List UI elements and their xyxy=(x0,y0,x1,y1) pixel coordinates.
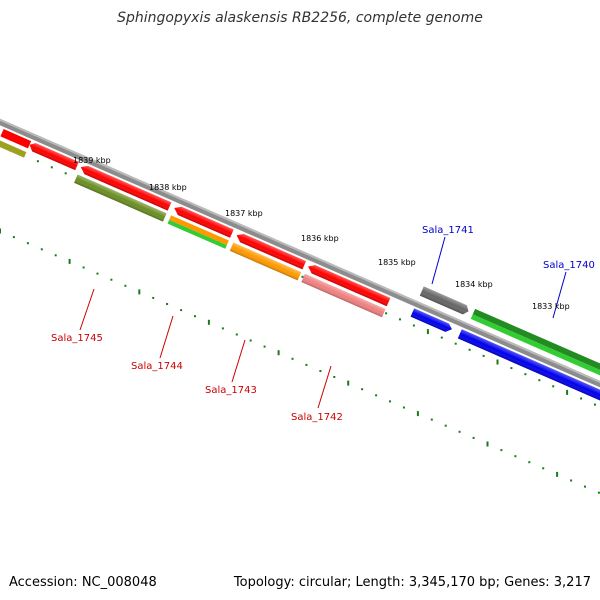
gene-feature-gray[interactable] xyxy=(419,286,471,316)
gene-label[interactable]: Sala_1740 xyxy=(543,260,595,271)
gene-features xyxy=(0,129,600,419)
gene-feature-blue-1[interactable] xyxy=(410,308,454,333)
kbp-labels: 1839 kbp 1838 kbp 1837 kbp 1836 kbp 1835… xyxy=(73,156,570,311)
kbp-label: 1833 kbp xyxy=(532,302,570,311)
tick-row-inner xyxy=(0,228,600,494)
kbp-label: 1838 kbp xyxy=(149,183,187,192)
gene-label[interactable]: Sala_1743 xyxy=(205,385,257,396)
gene-feature-red-2[interactable] xyxy=(28,141,79,171)
gene-label[interactable]: Sala_1745 xyxy=(51,333,103,344)
label-leaders xyxy=(79,236,567,409)
gene-label[interactable]: Sala_1744 xyxy=(131,361,183,372)
kbp-label: 1837 kbp xyxy=(225,209,263,218)
gene-feature-red-1[interactable] xyxy=(0,129,32,149)
gene-feature-red-5[interactable] xyxy=(235,232,307,270)
kbp-label: 1834 kbp xyxy=(455,280,493,289)
gene-feature-yellow[interactable] xyxy=(0,140,27,158)
gene-feature-pink[interactable] xyxy=(301,273,386,318)
gene-feature-blue-2[interactable] xyxy=(457,329,600,419)
gene-feature-olive[interactable] xyxy=(74,174,167,222)
gene-labels: Sala_1745 Sala_1744 Sala_1743 Sala_1742 … xyxy=(51,225,595,423)
kbp-label: 1835 kbp xyxy=(378,258,416,267)
map-title: Sphingopyxis alaskensis RB2256, complete… xyxy=(117,10,483,26)
accession-text: Accession: NC_008048 xyxy=(9,575,157,590)
kbp-label: 1839 kbp xyxy=(73,156,111,165)
gene-feature-orange-1[interactable] xyxy=(167,215,229,249)
gene-label[interactable]: Sala_1742 xyxy=(291,412,343,423)
kbp-label: 1836 kbp xyxy=(301,234,339,243)
gene-feature-red-3[interactable] xyxy=(79,163,172,211)
genome-summary-text: Topology: circular; Length: 3,345,170 bp… xyxy=(233,575,591,590)
gene-label[interactable]: Sala_1741 xyxy=(422,225,474,236)
gene-feature-darkgreen[interactable] xyxy=(470,308,600,391)
gene-feature-red-4[interactable] xyxy=(172,204,234,238)
gene-feature-red-6[interactable] xyxy=(306,263,391,307)
gene-feature-orange-2[interactable] xyxy=(229,242,302,281)
